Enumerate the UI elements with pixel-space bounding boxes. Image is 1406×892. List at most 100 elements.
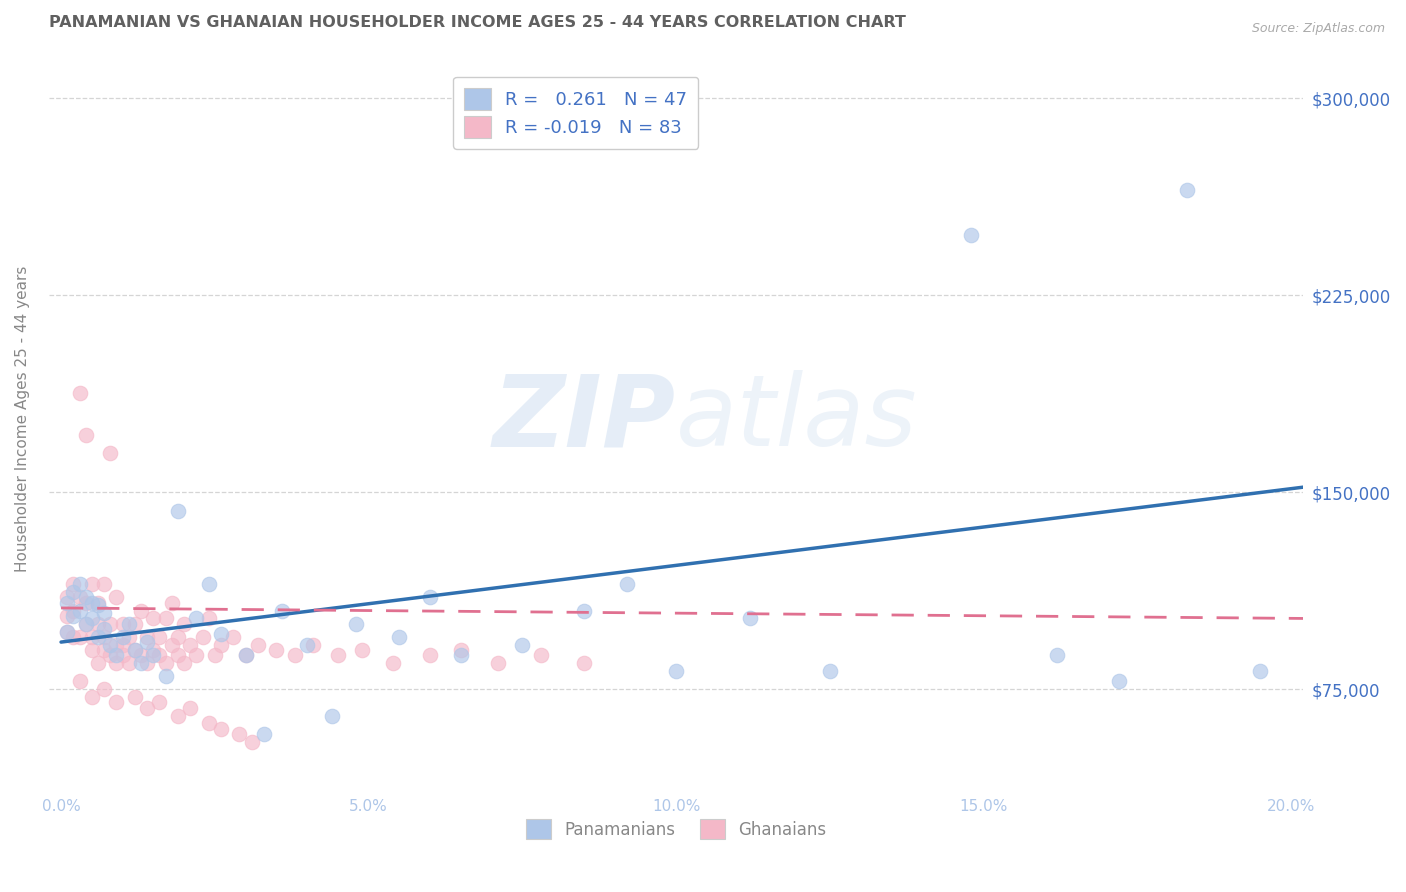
Text: ZIP: ZIP bbox=[494, 370, 676, 467]
Point bbox=[197, 611, 219, 625]
Point bbox=[136, 656, 159, 670]
Point bbox=[271, 603, 294, 617]
Point bbox=[818, 664, 841, 678]
Point bbox=[111, 630, 134, 644]
Point bbox=[93, 682, 115, 697]
Point bbox=[142, 648, 165, 663]
Point bbox=[209, 722, 232, 736]
Point bbox=[87, 630, 110, 644]
Point bbox=[93, 630, 115, 644]
Point bbox=[118, 630, 141, 644]
Point bbox=[80, 630, 103, 644]
Point bbox=[56, 624, 79, 639]
Point bbox=[160, 638, 183, 652]
Point bbox=[155, 669, 177, 683]
Point bbox=[1046, 648, 1069, 663]
Point bbox=[93, 606, 115, 620]
Point bbox=[197, 577, 219, 591]
Point bbox=[209, 638, 232, 652]
Point bbox=[148, 648, 170, 663]
Point bbox=[186, 611, 208, 625]
Point bbox=[191, 630, 214, 644]
Point bbox=[124, 643, 146, 657]
Point bbox=[253, 727, 276, 741]
Point bbox=[222, 630, 245, 644]
Point bbox=[136, 630, 159, 644]
Point bbox=[69, 630, 91, 644]
Point bbox=[510, 638, 533, 652]
Text: PANAMANIAN VS GHANAIAN HOUSEHOLDER INCOME AGES 25 - 44 YEARS CORRELATION CHART: PANAMANIAN VS GHANAIAN HOUSEHOLDER INCOM… bbox=[49, 15, 905, 30]
Point bbox=[738, 611, 761, 625]
Point bbox=[98, 616, 121, 631]
Point bbox=[62, 603, 84, 617]
Point bbox=[167, 648, 190, 663]
Point bbox=[530, 648, 553, 663]
Point bbox=[382, 656, 405, 670]
Point bbox=[321, 708, 343, 723]
Point bbox=[98, 446, 121, 460]
Point bbox=[69, 603, 91, 617]
Point bbox=[129, 656, 152, 670]
Point bbox=[148, 696, 170, 710]
Point bbox=[105, 696, 128, 710]
Point bbox=[450, 643, 472, 657]
Point bbox=[284, 648, 307, 663]
Y-axis label: Householder Income Ages 25 - 44 years: Householder Income Ages 25 - 44 years bbox=[15, 265, 30, 572]
Point bbox=[1175, 183, 1198, 197]
Point bbox=[111, 616, 134, 631]
Point bbox=[80, 596, 103, 610]
Point bbox=[572, 656, 595, 670]
Point bbox=[75, 596, 97, 610]
Point bbox=[75, 591, 97, 605]
Point bbox=[80, 643, 103, 657]
Point bbox=[1108, 674, 1130, 689]
Point bbox=[69, 674, 91, 689]
Point bbox=[572, 603, 595, 617]
Point bbox=[136, 635, 159, 649]
Point bbox=[419, 591, 441, 605]
Point bbox=[148, 630, 170, 644]
Point bbox=[98, 648, 121, 663]
Text: Source: ZipAtlas.com: Source: ZipAtlas.com bbox=[1251, 22, 1385, 36]
Point bbox=[56, 624, 79, 639]
Point bbox=[179, 700, 201, 714]
Point bbox=[80, 577, 103, 591]
Point bbox=[186, 648, 208, 663]
Point bbox=[129, 648, 152, 663]
Point bbox=[155, 611, 177, 625]
Point bbox=[266, 643, 288, 657]
Point bbox=[105, 638, 128, 652]
Point bbox=[155, 656, 177, 670]
Point bbox=[98, 638, 121, 652]
Point bbox=[167, 504, 190, 518]
Point bbox=[167, 708, 190, 723]
Point bbox=[62, 608, 84, 623]
Point bbox=[160, 596, 183, 610]
Point bbox=[111, 638, 134, 652]
Point bbox=[56, 596, 79, 610]
Point bbox=[105, 648, 128, 663]
Legend: Panamanians, Ghanaians: Panamanians, Ghanaians bbox=[519, 813, 834, 846]
Point bbox=[69, 577, 91, 591]
Point bbox=[235, 648, 257, 663]
Point bbox=[118, 656, 141, 670]
Point bbox=[129, 603, 152, 617]
Point bbox=[228, 727, 250, 741]
Point bbox=[69, 591, 91, 605]
Point bbox=[209, 627, 232, 641]
Point bbox=[93, 577, 115, 591]
Point bbox=[87, 599, 110, 613]
Point bbox=[204, 648, 226, 663]
Point bbox=[124, 643, 146, 657]
Point bbox=[62, 630, 84, 644]
Point bbox=[56, 608, 79, 623]
Point bbox=[179, 638, 201, 652]
Point bbox=[69, 385, 91, 400]
Point bbox=[80, 611, 103, 625]
Point bbox=[388, 630, 411, 644]
Point bbox=[197, 716, 219, 731]
Point bbox=[105, 591, 128, 605]
Point bbox=[616, 577, 638, 591]
Point bbox=[960, 227, 983, 242]
Point bbox=[173, 656, 195, 670]
